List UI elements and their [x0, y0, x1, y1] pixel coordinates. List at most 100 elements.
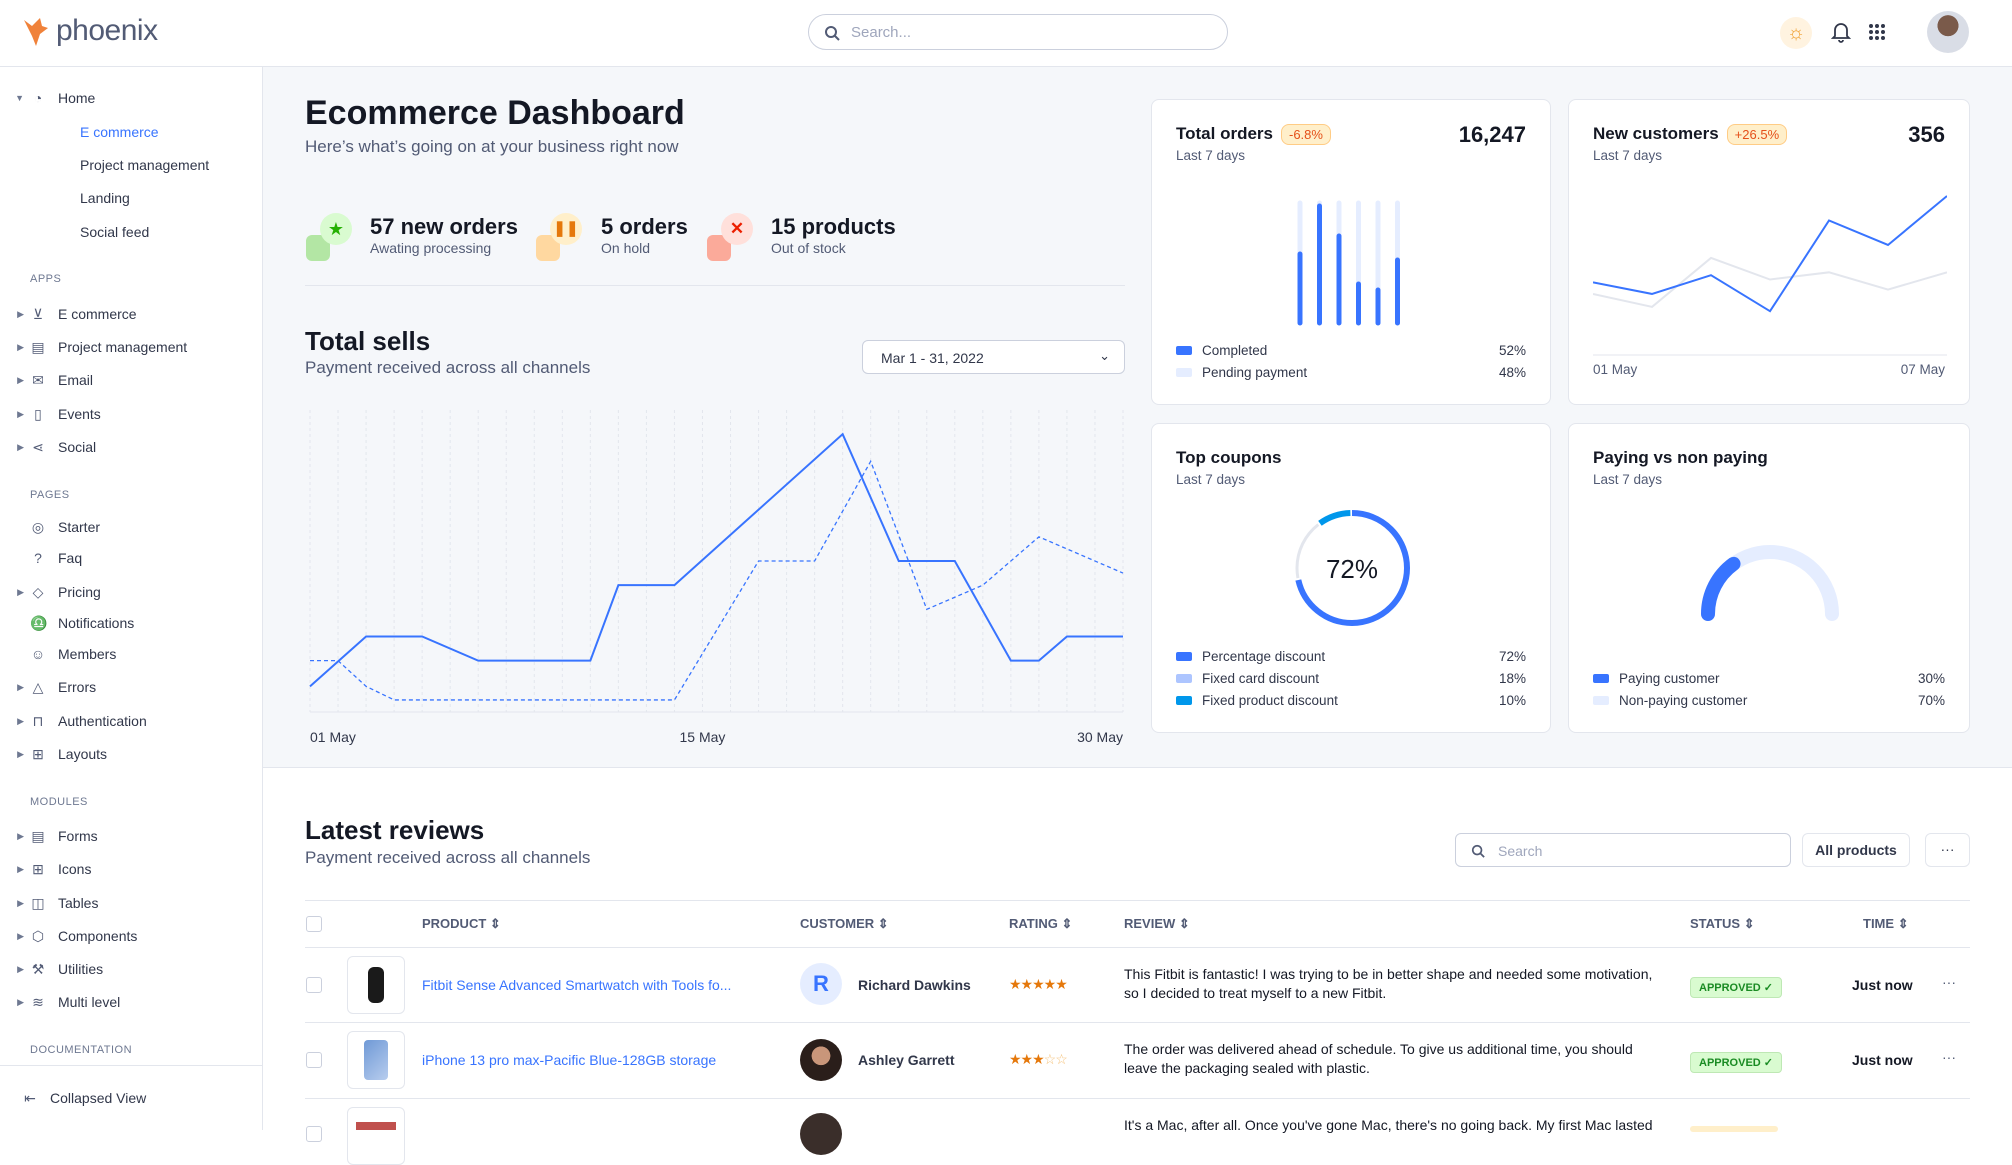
cart-icon: ⊻: [32, 306, 44, 322]
caret-right-icon: ▶: [17, 408, 24, 419]
column-label: STATUS: [1690, 916, 1741, 931]
product-thumbnail[interactable]: [347, 1107, 405, 1165]
date-range-select[interactable]: Mar 1 - 31, 2022 ⌄: [862, 340, 1125, 374]
sidebar-item-members[interactable]: ☺ Members: [0, 643, 117, 665]
column-label: TIME: [1863, 916, 1895, 931]
change-badge: -6.8%: [1280, 124, 1331, 145]
sidebar-item-pricing[interactable]: ▶ ◇ Pricing: [0, 581, 101, 603]
sidebar-subitem-landing[interactable]: Landing: [80, 190, 130, 206]
caret-right-icon: ▶: [17, 930, 24, 941]
sidebar-item-errors[interactable]: ▶ △ Errors: [0, 676, 96, 698]
solid-series-line: [309, 432, 1123, 688]
sidebar-item-layouts[interactable]: ▶ ⊞ Layouts: [0, 743, 107, 765]
column-header-review[interactable]: REVIEW ⇕: [1124, 916, 1190, 932]
rating-stars: ★★★★★: [1009, 976, 1068, 992]
global-search-input[interactable]: Search...: [808, 14, 1228, 50]
sidebar-item-authentication[interactable]: ▶ ⊓ Authentication: [0, 710, 147, 732]
customer-avatar: R: [800, 963, 842, 1005]
caret-right-icon: ▶: [17, 441, 24, 452]
legend-value: 70%: [1917, 693, 1945, 708]
sidebar-item-label: Pricing: [58, 584, 101, 600]
product-link[interactable]: Fitbit Sense Advanced Smartwatch with To…: [422, 977, 732, 993]
column-header-time[interactable]: TIME ⇕: [1863, 916, 1909, 932]
tag-icon: ◇: [32, 584, 44, 600]
stat-value: 5 orders: [601, 214, 688, 239]
sidebar-item-starter[interactable]: ◎ Starter: [0, 516, 100, 538]
sidebar-item-email[interactable]: ▶ ✉ Email: [0, 369, 93, 391]
sidebar: ▼ ◔ Home E commerce Project management Lan…: [0, 67, 263, 1130]
previous-period-line: [1593, 256, 1947, 308]
column-header-product[interactable]: PRODUCT ⇕: [422, 916, 501, 932]
sidebar-item-ecommerce[interactable]: ▶ ⊻ E commerce: [0, 303, 137, 325]
user-avatar[interactable]: [1927, 11, 1969, 53]
mail-icon: ✉: [32, 372, 44, 388]
sidebar-subitem-ecommerce[interactable]: E commerce: [80, 124, 159, 140]
sidebar-item-social[interactable]: ▶ ⋖ Social: [0, 436, 96, 458]
sort-icon: ⇕: [877, 916, 889, 931]
row-checkbox[interactable]: [306, 1126, 322, 1142]
column-header-customer[interactable]: CUSTOMER ⇕: [800, 916, 889, 932]
rating-stars: ★★★☆☆: [1009, 1051, 1068, 1067]
review-time: Just now: [1852, 1052, 1913, 1068]
sun-icon[interactable]: ☼: [1780, 17, 1812, 49]
sidebar-item-multi-level[interactable]: ▶ ≋ Multi level: [0, 991, 120, 1013]
pause-icon: ❚❚: [550, 213, 582, 245]
reviews-search-input[interactable]: Search: [1455, 833, 1791, 867]
card-title: Paying vs non paying: [1593, 448, 1768, 467]
legend-paying: Paying customer 30%: [1593, 671, 1945, 686]
sidebar-item-notifications[interactable]: ♎ Notifications: [0, 612, 134, 634]
x-tick-label: 30 May: [1077, 729, 1123, 745]
sidebar-subitem-project-management[interactable]: Project management: [80, 157, 210, 173]
customer-name[interactable]: Richard Dawkins: [858, 977, 971, 993]
select-all-checkbox[interactable]: [306, 916, 322, 932]
brand-name[interactable]: phoenix: [56, 14, 158, 47]
sidebar-item-forms[interactable]: ▶ ▤ Forms: [0, 825, 98, 847]
sidebar-subitem-social-feed[interactable]: Social feed: [80, 224, 150, 240]
stat-label: Out of stock: [771, 240, 846, 256]
collapse-sidebar-button[interactable]: ⇤ Collapsed View: [22, 1087, 146, 1109]
row-checkbox[interactable]: [306, 1052, 322, 1068]
fixed-card-slice: [1295, 511, 1409, 625]
row-actions-button[interactable]: ···: [1942, 974, 1956, 990]
collapse-arrow-icon: ⇤: [24, 1090, 36, 1106]
customer-name[interactable]: Ashley Garrett: [858, 1052, 955, 1068]
sidebar-item-project-management[interactable]: ▶ ▤ Project management: [0, 336, 187, 358]
legend-value: 52%: [1498, 343, 1526, 358]
card-total-orders: Total orders -6.8% Last 7 days 16,247 Com…: [1151, 99, 1551, 405]
sidebar-item-events[interactable]: ▶ ▯ Events: [0, 403, 101, 425]
card-top-coupons: Top coupons Last 7 days 72% Percentage d…: [1151, 423, 1551, 733]
search-icon: [1471, 844, 1485, 858]
collapse-label: Collapsed View: [50, 1090, 147, 1106]
card-period: Last 7 days: [1593, 472, 1663, 487]
all-products-button[interactable]: All products: [1802, 833, 1910, 867]
column-header-rating[interactable]: RATING ⇕: [1009, 916, 1072, 932]
apps-grid-icon[interactable]: [1868, 23, 1886, 41]
product-link[interactable]: iPhone 13 pro max-Pacific Blue-128GB sto…: [422, 1052, 717, 1068]
caret-right-icon: ▶: [17, 897, 24, 908]
card-title-text: Total orders: [1176, 124, 1273, 143]
legend-swatch: [1176, 346, 1192, 355]
sidebar-item-utilities[interactable]: ▶ ⚒ Utilities: [0, 958, 103, 980]
row-checkbox[interactable]: [306, 977, 322, 993]
sidebar-item-icons[interactable]: ▶ ⊞ Icons: [0, 858, 91, 880]
file-text-icon: ▤: [31, 828, 45, 844]
product-thumbnail[interactable]: [347, 956, 405, 1014]
caret-right-icon: ▶: [17, 830, 24, 841]
legend-swatch: [1593, 696, 1609, 705]
sort-icon: ⇕: [1178, 916, 1190, 931]
caret-down-icon: ▼: [15, 93, 24, 103]
sidebar-item-label: Tables: [58, 895, 99, 911]
more-options-button[interactable]: ···: [1925, 833, 1970, 867]
bell-icon[interactable]: [1831, 21, 1851, 43]
sidebar-item-tables[interactable]: ▶ ◫ Tables: [0, 892, 98, 914]
row-actions-button[interactable]: ···: [1942, 1049, 1956, 1065]
row-border: [305, 1022, 1970, 1023]
column-header-status[interactable]: STATUS ⇕: [1690, 916, 1755, 932]
sidebar-item-home[interactable]: ▼ ◔ Home: [0, 87, 95, 109]
caret-right-icon: ▶: [17, 341, 24, 352]
product-thumbnail[interactable]: [347, 1031, 405, 1089]
sidebar-item-faq[interactable]: ? Faq: [0, 547, 82, 569]
column-label: REVIEW: [1124, 916, 1176, 931]
donut-center-value: 72%: [1325, 554, 1379, 584]
sidebar-item-components[interactable]: ▶ ⬡ Components: [0, 925, 137, 947]
